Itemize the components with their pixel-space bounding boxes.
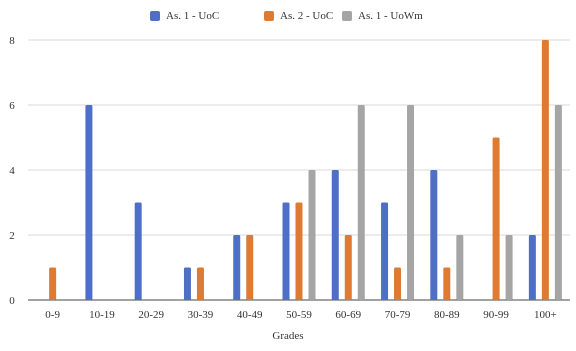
bar-series-2-90-99 [492,137,500,300]
x-tick-label: 30-39 [188,309,214,321]
x-tick-label: 80-89 [434,309,460,321]
bar-series-3-70-79 [407,105,415,300]
bar-series-3-80-89 [456,235,464,300]
legend-item-series-3: As. 1 - UoWm [342,6,423,26]
legend-label-series-2: As. 2 - UoC [280,10,334,22]
x-tick-label: 100+ [534,309,557,321]
bar-series-2-30-39 [196,267,204,300]
x-tick-label: 50-59 [286,309,312,321]
x-tick-label: 40-49 [237,309,263,321]
bar-series-3-90-99 [505,235,513,300]
legend-swatch-series-1 [150,11,160,21]
y-tick-label: 2 [9,230,15,242]
x-tick-label: 20-29 [138,309,164,321]
x-tick-label: 0-9 [45,309,60,321]
bar-series-1-100+ [528,235,536,300]
y-tick-label: 4 [9,165,15,177]
bar-series-3-100+ [554,105,562,300]
legend-label-series-1: As. 1 - UoC [166,10,220,22]
bar-series-1-20-29 [134,202,142,300]
bar-series-1-50-59 [282,202,290,300]
bar-series-1-30-39 [183,267,191,300]
bar-series-1-10-19 [85,105,93,300]
legend-item-series-2: As. 2 - UoC [264,6,333,26]
bar-series-2-80-89 [443,267,451,300]
bar-series-3-60-69 [357,105,365,300]
legend-swatch-series-3 [342,11,352,21]
x-tick-label: 60-69 [335,309,361,321]
bar-series-2-50-59 [295,202,303,300]
bar-series-3-50-59 [308,170,316,300]
bar-series-2-70-79 [394,267,402,300]
x-tick-label: 90-99 [483,309,509,321]
bar-series-2-60-69 [344,235,352,300]
bar-series-1-70-79 [381,202,389,300]
bar-series-1-80-89 [430,170,438,300]
bar-series-1-60-69 [331,170,339,300]
bar-series-2-100+ [541,40,549,300]
x-axis-label: Grades [272,330,304,342]
y-tick-label: 8 [9,35,15,47]
y-tick-label: 0 [9,295,15,307]
legend-item-series-1: As. 1 - UoC [150,6,219,26]
bar-series-2-0-9 [49,267,57,300]
bar-series-1-40-49 [233,235,241,300]
x-tick-label: 70-79 [385,309,411,321]
legend: As. 1 - UoC As. 2 - UoC As. 1 - UoWm [0,6,576,26]
legend-swatch-series-2 [264,11,274,21]
y-tick-label: 6 [9,100,15,112]
x-tick-label: 10-19 [89,309,115,321]
legend-label-series-3: As. 1 - UoWm [358,10,423,22]
bar-series-2-40-49 [246,235,254,300]
